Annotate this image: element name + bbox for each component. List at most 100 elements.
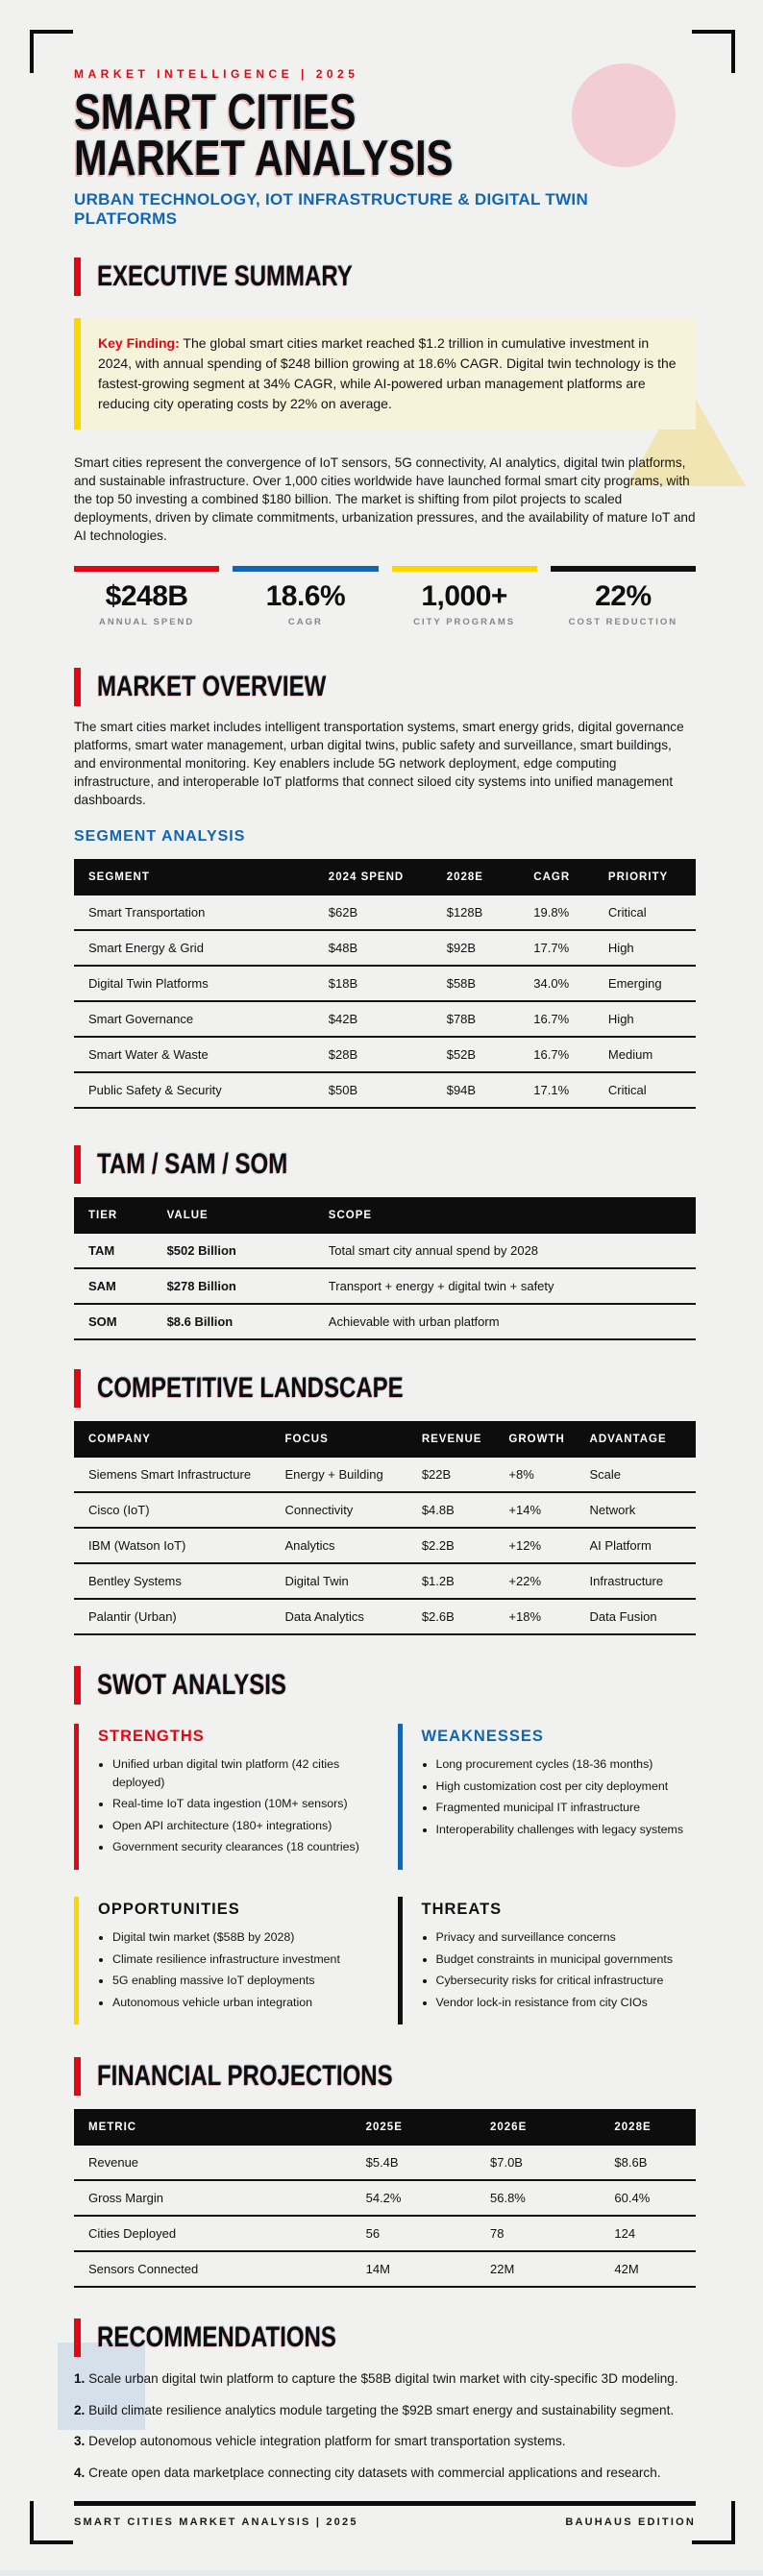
swot-quadrant-title: STRENGTHS	[98, 1728, 205, 1745]
table-cell: SAM	[74, 1268, 161, 1305]
section-title: COMPETITIVE LANDSCAPE	[97, 1372, 404, 1404]
table-cell: 34.0%	[528, 966, 603, 1002]
table-cell: SOM	[74, 1304, 161, 1340]
table-cell: $128B	[440, 895, 529, 931]
list-item: Fragmented municipal IT infrastructure	[436, 1799, 697, 1817]
table-cell: Analytics	[279, 1528, 416, 1564]
table-cell: Energy + Building	[279, 1458, 416, 1493]
table-cell: +12%	[503, 1528, 584, 1564]
section-title: FINANCIAL PROJECTIONS	[97, 2060, 393, 2093]
column-header: 2028E	[440, 859, 529, 895]
table-cell: Bentley Systems	[74, 1563, 280, 1600]
swot-item-list: Long procurement cycles (18-36 months) Hi…	[436, 1755, 697, 1838]
corner-bracket-bottom-left	[30, 2501, 73, 2544]
list-item: Real-time IoT data ingestion (10M+ senso…	[112, 1795, 373, 1813]
table-cell: 22M	[484, 2251, 609, 2289]
table-cell: 42M	[608, 2251, 696, 2289]
segment-analysis-table: SEGMENT 2024 SPEND 2028E CAGR PRIORITY Smart …	[74, 859, 696, 1109]
stat-label: CAGR	[287, 617, 323, 627]
table-cell: 16.7%	[528, 1037, 603, 1073]
column-header: 2025E	[359, 2109, 484, 2147]
stat-city-programs: 1,000+ CITY PROGRAMS	[391, 566, 537, 627]
table-cell: Cisco (IoT)	[74, 1492, 280, 1529]
table-row: Bentley Systems Digital Twin $1.2B +22% Infr…	[74, 1563, 696, 1600]
table-cell: High	[602, 930, 696, 967]
table-cell: +18%	[503, 1599, 584, 1635]
table-cell: $58B	[440, 966, 529, 1002]
section-accent-bar	[74, 668, 81, 706]
decorative-circle	[572, 63, 676, 167]
section-accent-bar	[74, 258, 81, 296]
table-row: Cities Deployed 56 78 124	[74, 2216, 696, 2253]
table-cell: $502 Billion	[160, 1234, 323, 1269]
list-item: Vendor lock-in resistance from city CIOs	[436, 1994, 697, 2012]
stat-value: 18.6%	[265, 580, 346, 612]
table-cell: $62B	[322, 895, 441, 931]
table-cell: Infrastructure	[583, 1563, 696, 1600]
key-finding-callout: Key Finding: The global smart cities mar…	[74, 318, 696, 429]
stat-annual-spend: $248B ANNUAL SPEND	[74, 566, 220, 627]
list-item: High customization cost per city deploym…	[436, 1778, 697, 1796]
table-row: Smart Transportation $62B $128B 19.8% Critic…	[74, 895, 696, 931]
column-header: GROWTH	[503, 1421, 584, 1458]
corner-bracket-bottom-right	[692, 2501, 735, 2544]
column-header: SEGMENT	[74, 859, 323, 895]
swot-threats: THREATS Privacy and surveillance concern…	[397, 1897, 697, 2025]
stat-value: $248B	[105, 580, 188, 612]
column-header: PRIORITY	[602, 859, 696, 895]
swot-opportunities: OPPORTUNITIES Digital twin market ($58B …	[74, 1897, 373, 2025]
table-cell: $4.8B	[415, 1492, 504, 1529]
swot-quadrant-title: OPPORTUNITIES	[98, 1901, 240, 1919]
tam-sam-som-table: TIER VALUE SCOPE TAM $502 Billion Total smart…	[74, 1197, 696, 1340]
recommendation-item: 4. Create open data marketplace connecti…	[74, 2465, 661, 2480]
list-item: Autonomous vehicle urban integration	[112, 1994, 373, 2012]
swot-grid: STRENGTHS Unified urban digital twin pla…	[74, 1724, 697, 2025]
table-cell: 124	[608, 2216, 696, 2253]
page-title: SMART CITIES MARKET ANALYSIS	[74, 85, 454, 186]
stat-label: COST REDUCTION	[568, 617, 678, 627]
table-row: Cisco (IoT) Connectivity $4.8B +14% Network	[74, 1492, 696, 1529]
table-cell: 16.7%	[528, 1001, 603, 1038]
table-row: Revenue $5.4B $7.0B $8.6B	[74, 2146, 696, 2182]
table-cell: $28B	[322, 1037, 441, 1073]
table-cell: Emerging	[602, 966, 696, 1002]
table-row: SAM $278 Billion Transport + energy + digi…	[74, 1268, 696, 1305]
section-header-swot-analysis: SWOT ANALYSIS	[74, 1666, 696, 1705]
stat-cagr: 18.6% CAGR	[233, 566, 379, 627]
section-header-tam-sam-som: TAM / SAM / SOM	[74, 1145, 696, 1184]
swot-item-list: Digital twin market ($58B by 2028) Climat…	[112, 1928, 373, 2011]
page-bottom-edge	[0, 2570, 763, 2576]
swot-quadrant-title: THREATS	[421, 1901, 503, 1919]
table-row: Gross Margin 54.2% 56.8% 60.4%	[74, 2180, 696, 2218]
stat-cost-reduction: 22% COST REDUCTION	[550, 566, 696, 627]
table-cell: Data Fusion	[583, 1599, 696, 1635]
table-cell: $94B	[440, 1072, 529, 1109]
section-accent-bar	[74, 1369, 81, 1408]
table-cell: $22B	[415, 1458, 504, 1493]
list-item: Interoperability challenges with legacy …	[436, 1821, 697, 1839]
table-header-row: COMPANY FOCUS REVENUE GROWTH ADVANTAGE	[74, 1421, 696, 1458]
column-header: SCOPE	[322, 1197, 696, 1234]
table-row: Smart Water & Waste $28B $52B 16.7% Medium	[74, 1037, 696, 1073]
stat-value: 22%	[595, 580, 652, 612]
section-header-recommendations: RECOMMENDATIONS	[74, 2318, 696, 2358]
list-item: Government security clearances (18 count…	[112, 1838, 373, 1856]
recommendation-list: 1. Scale urban digital twin platform to …	[74, 2369, 696, 2482]
section-accent-bar	[74, 2057, 81, 2097]
segment-analysis-subhead: SEGMENT ANALYSIS	[74, 828, 246, 845]
table-cell: 14M	[359, 2251, 484, 2289]
table-cell: Critical	[602, 1072, 696, 1109]
table-cell: $2.6B	[415, 1599, 504, 1635]
table-header-row: SEGMENT 2024 SPEND 2028E CAGR PRIORITY	[74, 859, 696, 895]
recommendation-item: 1. Scale urban digital twin platform to …	[74, 2371, 678, 2387]
table-cell: Revenue	[74, 2146, 360, 2182]
table-row: Smart Governance $42B $78B 16.7% High	[74, 1001, 696, 1038]
list-item: Long procurement cycles (18-36 months)	[436, 1755, 697, 1774]
column-header: COMPANY	[74, 1421, 280, 1458]
table-cell: Cities Deployed	[74, 2216, 360, 2253]
corner-bracket-top-right	[692, 30, 735, 73]
decorative-square	[58, 2343, 145, 2430]
table-cell: Smart Energy & Grid	[74, 930, 323, 967]
table-cell: 54.2%	[359, 2180, 484, 2218]
column-header: ADVANTAGE	[583, 1421, 696, 1458]
